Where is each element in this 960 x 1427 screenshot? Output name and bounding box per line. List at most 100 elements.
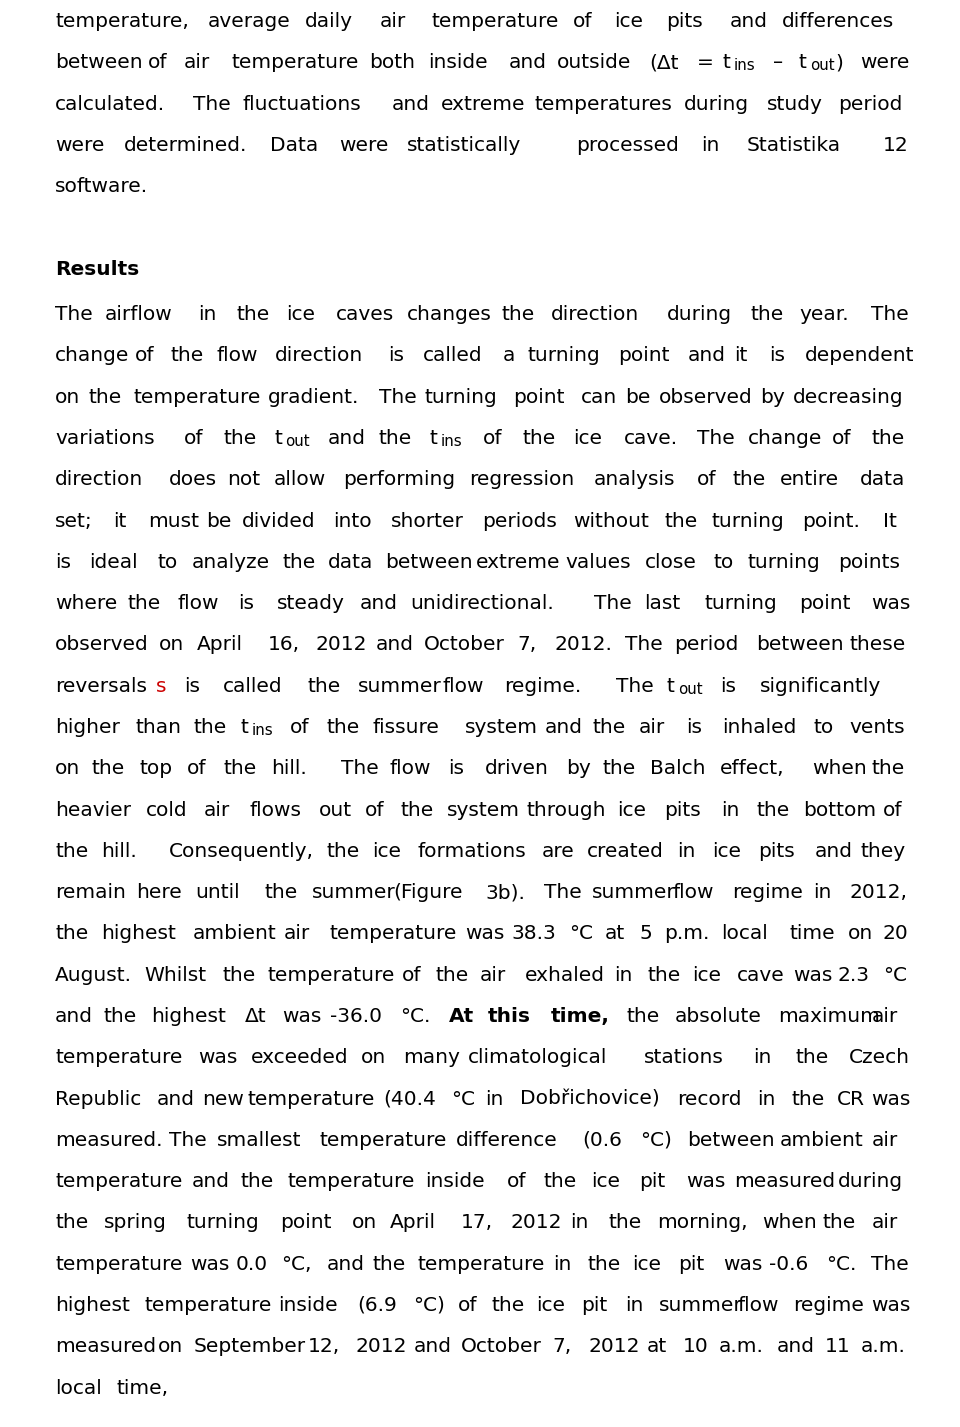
Text: out: out bbox=[809, 59, 834, 73]
Text: and: and bbox=[778, 1337, 815, 1356]
Text: were: were bbox=[55, 136, 105, 156]
Text: 2.3: 2.3 bbox=[838, 966, 870, 985]
Text: pits: pits bbox=[666, 11, 703, 31]
Text: the: the bbox=[592, 718, 625, 736]
Text: ): ) bbox=[835, 53, 843, 73]
Text: October: October bbox=[461, 1337, 541, 1356]
Text: April: April bbox=[197, 635, 243, 655]
Text: The: The bbox=[169, 1130, 207, 1150]
Text: 2012,: 2012, bbox=[849, 883, 907, 902]
Text: and: and bbox=[55, 1007, 93, 1026]
Text: and: and bbox=[392, 94, 430, 114]
Text: of: of bbox=[573, 11, 592, 31]
Text: temperature: temperature bbox=[144, 1296, 272, 1314]
Text: (Δt: (Δt bbox=[649, 53, 679, 73]
Text: of: of bbox=[483, 430, 502, 448]
Text: 7,: 7, bbox=[517, 635, 537, 655]
Text: °C): °C) bbox=[640, 1130, 672, 1150]
Text: 2012: 2012 bbox=[588, 1337, 640, 1356]
Text: between: between bbox=[687, 1130, 775, 1150]
Text: ice: ice bbox=[712, 842, 741, 860]
Text: The: The bbox=[342, 759, 379, 778]
Text: 20: 20 bbox=[882, 925, 908, 943]
Text: the: the bbox=[435, 966, 468, 985]
Text: flow: flow bbox=[217, 347, 258, 365]
Text: smallest: smallest bbox=[217, 1130, 301, 1150]
Text: turning: turning bbox=[711, 511, 784, 531]
Text: s: s bbox=[156, 676, 166, 696]
Text: is: is bbox=[183, 676, 200, 696]
Text: unidirectional.: unidirectional. bbox=[410, 594, 554, 614]
Text: point.: point. bbox=[803, 511, 860, 531]
Text: close: close bbox=[645, 552, 697, 572]
Text: a.m.: a.m. bbox=[860, 1337, 905, 1356]
Text: driven: driven bbox=[485, 759, 548, 778]
Text: time,: time, bbox=[116, 1378, 169, 1397]
Text: morning,: morning, bbox=[658, 1213, 748, 1233]
Text: performing: performing bbox=[344, 471, 456, 489]
Text: in: in bbox=[199, 305, 217, 324]
Text: highest: highest bbox=[102, 925, 177, 943]
Text: in: in bbox=[486, 1090, 504, 1109]
Text: flow: flow bbox=[673, 883, 714, 902]
Text: inside: inside bbox=[278, 1296, 338, 1314]
Text: was: was bbox=[724, 1254, 763, 1274]
Text: where: where bbox=[55, 594, 117, 614]
Text: analysis: analysis bbox=[594, 471, 676, 489]
Text: the: the bbox=[223, 966, 256, 985]
Text: the: the bbox=[55, 1213, 88, 1233]
Text: temperature: temperature bbox=[231, 53, 359, 73]
Text: the: the bbox=[756, 801, 790, 819]
Text: t: t bbox=[799, 53, 806, 73]
Text: temperature: temperature bbox=[55, 1172, 182, 1192]
Text: °C.: °C. bbox=[400, 1007, 431, 1026]
Text: divided: divided bbox=[242, 511, 315, 531]
Text: ice: ice bbox=[617, 801, 646, 819]
Text: point: point bbox=[280, 1213, 332, 1233]
Text: flows: flows bbox=[250, 801, 301, 819]
Text: measured.: measured. bbox=[55, 1130, 162, 1150]
Text: the: the bbox=[282, 552, 316, 572]
Text: the: the bbox=[872, 759, 904, 778]
Text: regime: regime bbox=[732, 883, 803, 902]
Text: p.m.: p.m. bbox=[663, 925, 709, 943]
Text: the: the bbox=[91, 759, 125, 778]
Text: 7,: 7, bbox=[553, 1337, 572, 1356]
Text: of: of bbox=[506, 1172, 526, 1192]
Text: 0.0: 0.0 bbox=[235, 1254, 268, 1274]
Text: when: when bbox=[812, 759, 867, 778]
Text: during: during bbox=[667, 305, 732, 324]
Text: Results: Results bbox=[55, 260, 139, 278]
Text: to: to bbox=[813, 718, 833, 736]
Text: temperature: temperature bbox=[432, 11, 559, 31]
Text: April: April bbox=[390, 1213, 436, 1233]
Text: and: and bbox=[730, 11, 768, 31]
Text: of: of bbox=[187, 759, 206, 778]
Text: Republic: Republic bbox=[55, 1090, 141, 1109]
Text: vents: vents bbox=[849, 718, 904, 736]
Text: called: called bbox=[423, 347, 483, 365]
Text: absolute: absolute bbox=[674, 1007, 761, 1026]
Text: °C): °C) bbox=[413, 1296, 444, 1314]
Text: temperature: temperature bbox=[330, 925, 457, 943]
Text: summer: summer bbox=[659, 1296, 743, 1314]
Text: is: is bbox=[769, 347, 785, 365]
Text: temperatures: temperatures bbox=[535, 94, 672, 114]
Text: fluctuations: fluctuations bbox=[242, 94, 361, 114]
Text: the: the bbox=[543, 1172, 576, 1192]
Text: created: created bbox=[588, 842, 664, 860]
Text: point: point bbox=[514, 388, 565, 407]
Text: (0.6: (0.6 bbox=[582, 1130, 622, 1150]
Text: the: the bbox=[240, 1172, 274, 1192]
Text: changes: changes bbox=[407, 305, 492, 324]
Text: highest: highest bbox=[55, 1296, 130, 1314]
Text: ins: ins bbox=[733, 59, 756, 73]
Text: by: by bbox=[565, 759, 590, 778]
Text: At: At bbox=[449, 1007, 474, 1026]
Text: at: at bbox=[647, 1337, 667, 1356]
Text: change: change bbox=[748, 430, 822, 448]
Text: exceeded: exceeded bbox=[252, 1049, 349, 1067]
Text: of: of bbox=[401, 966, 421, 985]
Text: the: the bbox=[664, 511, 698, 531]
Text: air: air bbox=[283, 925, 310, 943]
